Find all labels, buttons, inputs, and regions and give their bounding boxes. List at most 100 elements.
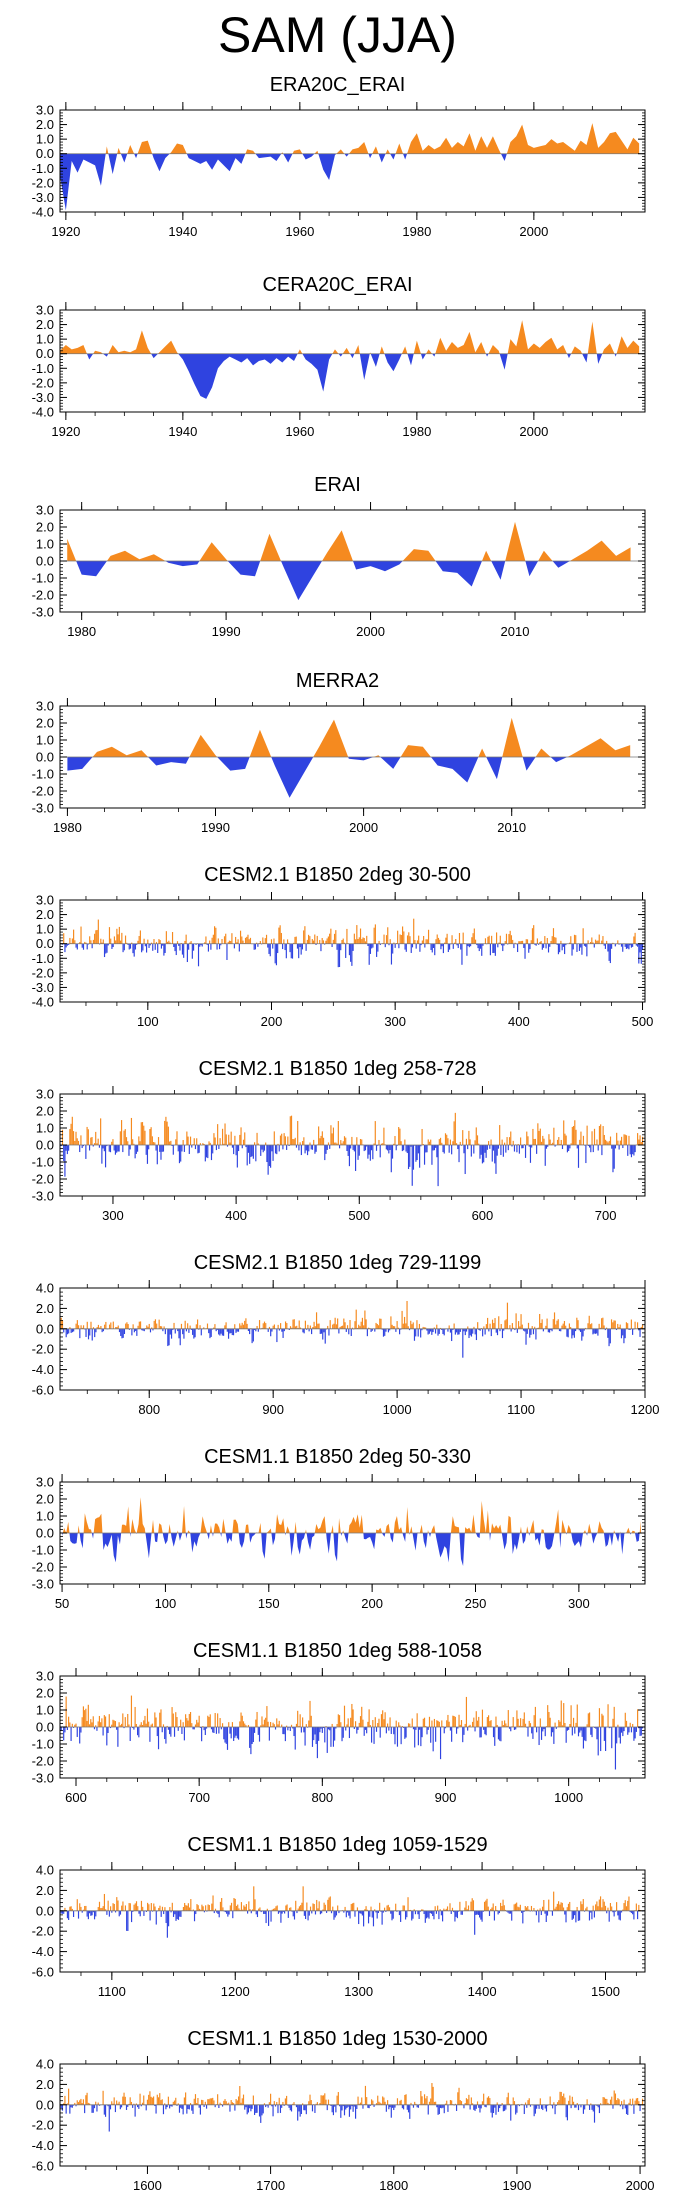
data-bar xyxy=(391,2104,394,2108)
data-bar xyxy=(618,2099,620,2105)
data-bar xyxy=(515,1313,517,1329)
data-bar xyxy=(394,1326,396,1329)
data-bar xyxy=(359,928,362,944)
data-bar xyxy=(108,927,111,944)
data-bar xyxy=(314,2104,316,2113)
data-bar xyxy=(330,2104,332,2106)
data-bar xyxy=(558,2100,560,2105)
data-bar xyxy=(551,936,553,944)
y-tick-label: 1.0 xyxy=(36,332,54,347)
data-bar xyxy=(194,1145,197,1150)
data-bar xyxy=(422,1326,424,1329)
data-bar xyxy=(86,2092,88,2105)
data-bar xyxy=(167,1328,169,1347)
x-tick-label: 900 xyxy=(435,1790,457,1805)
data-bar xyxy=(608,1140,610,1145)
data-bar xyxy=(125,2104,128,2110)
data-bar xyxy=(207,1715,209,1727)
data-bar xyxy=(176,1717,178,1727)
data-bar xyxy=(257,1727,259,1735)
data-bar xyxy=(322,1137,325,1145)
data-bar xyxy=(441,1142,443,1145)
data-bar xyxy=(112,2103,114,2105)
data-bar xyxy=(629,1722,631,1727)
data-bar xyxy=(634,932,636,944)
data-bar xyxy=(292,1910,294,1917)
data-bar xyxy=(419,1145,421,1168)
data-bar xyxy=(605,2098,607,2105)
data-bar xyxy=(473,1326,475,1329)
data-bar xyxy=(111,2101,113,2105)
data-bar xyxy=(638,1904,640,1911)
data-bar xyxy=(591,1131,593,1145)
data-bar xyxy=(187,1720,189,1727)
data-bar xyxy=(501,1906,503,1911)
data-bar xyxy=(427,2104,429,2115)
data-bar xyxy=(561,1145,564,1150)
data-bar xyxy=(328,1897,330,1911)
data-bar xyxy=(372,1145,374,1160)
data-bar xyxy=(107,943,109,946)
data-bar xyxy=(267,1910,270,1926)
data-bar xyxy=(377,1145,379,1146)
data-bar xyxy=(519,1904,521,1911)
data-bar xyxy=(514,1328,516,1331)
data-bar xyxy=(148,943,150,948)
data-bar xyxy=(254,1727,256,1733)
data-bar xyxy=(435,2101,437,2105)
data-bar xyxy=(572,1910,574,1919)
data-bar xyxy=(284,2098,286,2105)
data-bar xyxy=(329,1145,331,1149)
data-bar xyxy=(141,1724,144,1727)
data-bar xyxy=(474,939,477,944)
data-bar xyxy=(279,1135,282,1145)
data-bar xyxy=(480,1145,482,1155)
data-bar xyxy=(369,943,372,954)
data-bar xyxy=(528,1720,530,1727)
data-bar xyxy=(295,1900,297,1911)
data-bar xyxy=(436,2104,438,2108)
data-bar xyxy=(258,1908,260,1911)
data-bar xyxy=(522,1910,524,1924)
data-bar xyxy=(242,1324,245,1329)
x-tick-label: 300 xyxy=(568,1596,590,1611)
data-bar xyxy=(287,1910,289,1918)
data-bar xyxy=(130,2101,133,2105)
data-bar xyxy=(442,1910,444,1922)
data-bar xyxy=(569,1724,571,1727)
data-bar xyxy=(544,1910,546,1914)
x-tick-label: 1500 xyxy=(591,1984,620,1999)
data-bar xyxy=(518,1725,520,1727)
data-bar xyxy=(377,2095,379,2105)
data-bar xyxy=(260,1910,262,1913)
data-bar xyxy=(513,2101,516,2105)
y-tick-label: -3.0 xyxy=(32,1577,54,1592)
data-bar xyxy=(418,1323,421,1329)
data-bar xyxy=(488,1715,490,1727)
data-bar xyxy=(621,1136,623,1145)
data-bar xyxy=(308,934,310,944)
data-bar xyxy=(618,1727,620,1738)
data-bar xyxy=(124,935,127,944)
data-bar xyxy=(470,943,472,947)
data-bar xyxy=(368,943,370,965)
data-bar xyxy=(201,943,203,947)
data-bar xyxy=(556,1139,559,1145)
data-bar xyxy=(214,1908,217,1911)
data-bar xyxy=(356,925,358,944)
data-bar xyxy=(123,1328,126,1335)
data-bar xyxy=(563,1120,565,1145)
data-bar xyxy=(403,931,405,944)
data-bar xyxy=(181,943,184,955)
data-bar xyxy=(79,1727,81,1744)
y-tick-label: -4.0 xyxy=(32,405,54,420)
data-bar xyxy=(564,1133,566,1145)
data-bar xyxy=(255,1910,257,1915)
data-bar xyxy=(540,940,542,944)
data-bar xyxy=(561,1725,564,1727)
data-bar xyxy=(470,2097,472,2105)
data-bar xyxy=(401,1310,403,1329)
data-bar xyxy=(77,1910,80,1919)
data-bar xyxy=(376,1910,378,1919)
data-bar xyxy=(92,2104,94,2113)
